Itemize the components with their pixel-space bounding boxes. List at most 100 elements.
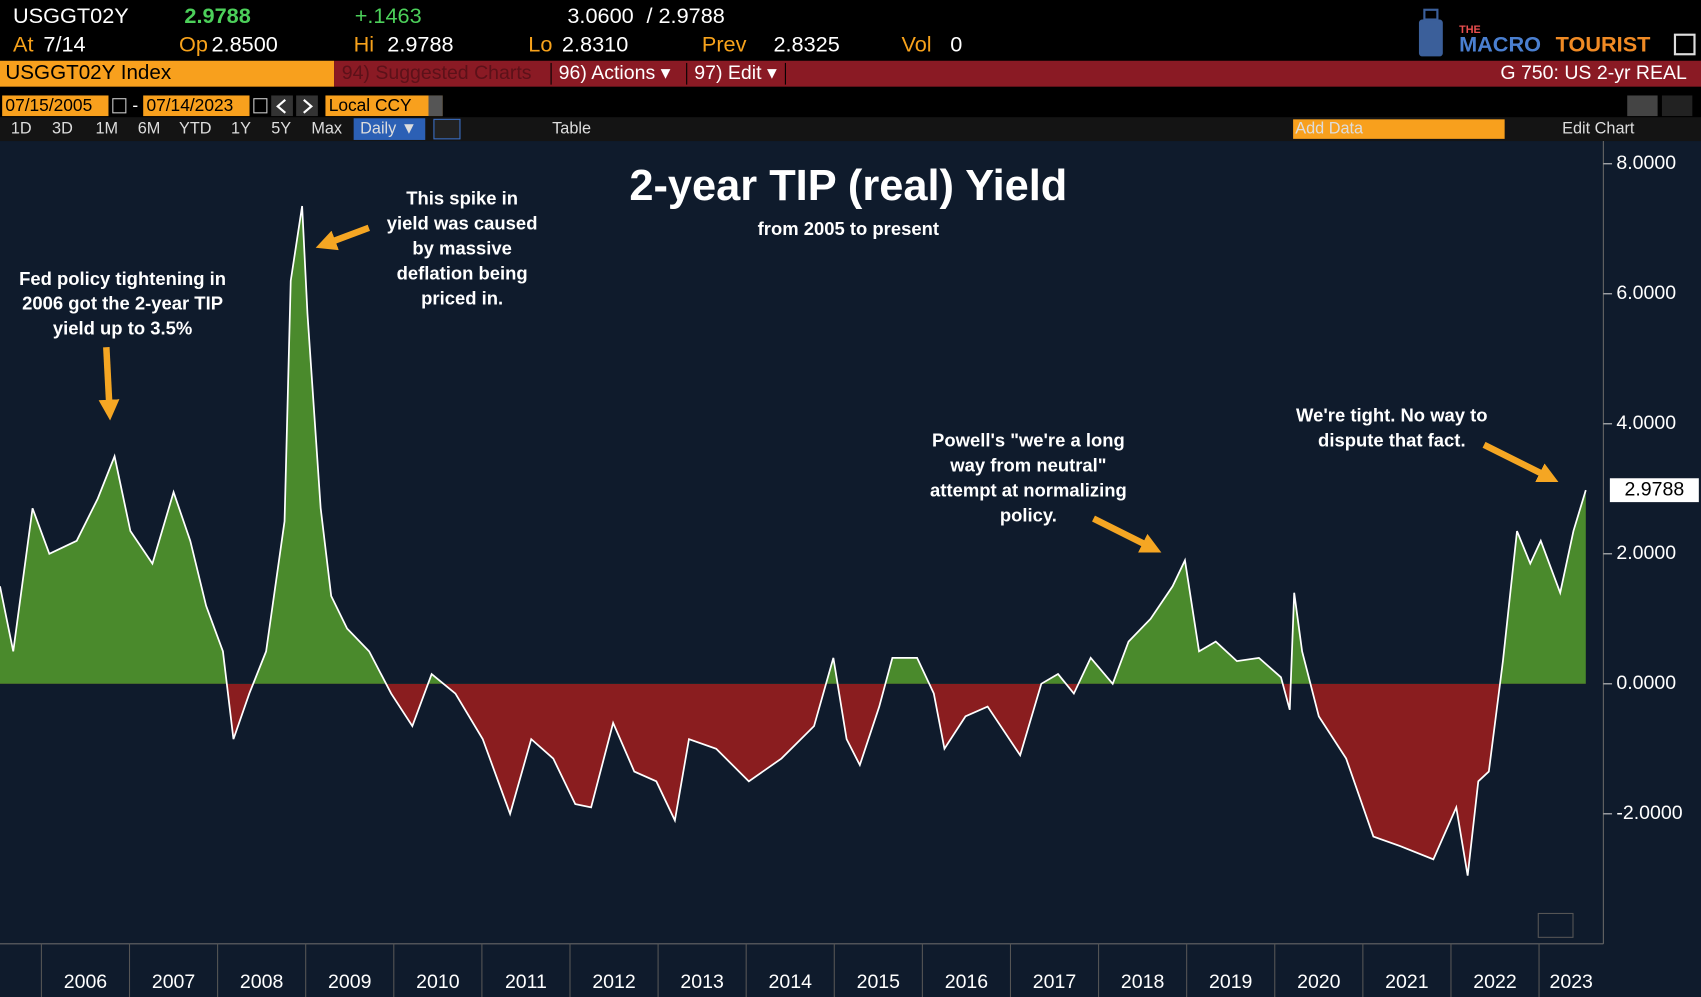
last-price: 2.9788 — [184, 3, 250, 28]
annotation: deflation being — [397, 262, 528, 283]
edit-menu[interactable]: 97) Edit ▾ — [694, 62, 777, 84]
arrows — [276, 98, 314, 114]
y-tick-label: 4.0000 — [1616, 412, 1676, 434]
chart-type-icon[interactable] — [1537, 912, 1574, 938]
x-tick-label: 2011 — [505, 971, 547, 993]
y-tick-label: 0.0000 — [1616, 672, 1676, 694]
positive-area — [0, 206, 1586, 684]
annotation: yield was caused — [387, 212, 538, 233]
start-date: 07/15/2005 — [5, 95, 92, 115]
logo-the: THE — [1459, 24, 1481, 36]
frequency-box[interactable] — [353, 118, 426, 140]
x-tick-label: 2022 — [1473, 971, 1516, 993]
calendar-icon[interactable] — [112, 98, 127, 114]
x-tick-label: 2017 — [1033, 971, 1076, 993]
annotation: by massive — [412, 237, 511, 258]
actions-menu[interactable]: 96) Actions ▾ — [559, 62, 671, 84]
security: USGGT02Y Index — [5, 61, 171, 84]
arrows — [98, 224, 1559, 553]
logo-tourist: TOURIST — [1556, 31, 1652, 56]
x-tick-label: 2016 — [945, 971, 988, 993]
annotation: We're tight. No way to — [1296, 404, 1488, 425]
quote-header — [0, 0, 1701, 61]
y-tick-label: -2.0000 — [1616, 802, 1682, 824]
x-tick-label: 2008 — [240, 971, 283, 993]
annotation: Fed policy tightening in — [19, 268, 226, 289]
y-tick-label: 6.0000 — [1616, 282, 1676, 304]
add-data-box[interactable] — [1293, 119, 1505, 139]
period-button[interactable]: 3D — [52, 119, 73, 137]
annotation: policy. — [1000, 504, 1057, 525]
x-tick-label: 2019 — [1209, 971, 1252, 993]
currency-dropdown[interactable] — [428, 95, 443, 117]
plot: 2006 2007 2008 2009 2010 2011 2012 2013 2014 2015… — [0, 141, 1699, 997]
logo-macro: MACRO — [1459, 31, 1541, 56]
undo[interactable] — [1627, 95, 1658, 117]
x-tick-label: 2018 — [1121, 971, 1164, 993]
chart-title: 2-year TIP (real) Yield — [629, 162, 1067, 210]
prev: 2.8325 — [773, 31, 839, 56]
redo[interactable] — [1661, 95, 1693, 117]
high: 2.9788 — [387, 31, 453, 56]
suggested-charts[interactable]: 94) Suggested Charts — [342, 62, 532, 84]
x-tick-label: 2021 — [1385, 971, 1428, 993]
y-tick-label: 8.0000 — [1616, 152, 1676, 174]
currency-box[interactable] — [325, 95, 443, 117]
vol-label: Vol — [901, 31, 931, 56]
start-date-box[interactable] — [2, 95, 109, 117]
last-value-box — [1609, 478, 1699, 503]
range-sep: / — [647, 3, 654, 28]
range-high: 3.0600 — [567, 3, 633, 28]
annotation: dispute that fact. — [1318, 429, 1466, 450]
next-button[interactable] — [296, 95, 318, 117]
range-low: 2.9788 — [658, 3, 724, 28]
edit-chart[interactable]: Edit Chart — [1562, 119, 1635, 137]
chart-subtitle: from 2005 to present — [758, 218, 939, 239]
calendar-icon[interactable] — [253, 98, 268, 114]
x-tick-label: 2012 — [592, 971, 635, 993]
period-button[interactable]: 1Y — [231, 119, 251, 137]
x-tick-label: 2023 — [1550, 971, 1593, 993]
x-tick-label: 2006 — [64, 971, 107, 993]
end-date: 07/14/2023 — [146, 95, 233, 115]
date-dash: - — [132, 95, 138, 115]
period-button[interactable]: 5Y — [271, 119, 291, 137]
at-date: 7/14 — [43, 31, 85, 56]
low: 2.8310 — [562, 31, 628, 56]
logo: THE MACRO TOURIST — [1418, 8, 1696, 57]
y-tick-label: 2.0000 — [1616, 542, 1676, 564]
chart-area — [0, 141, 1701, 997]
function-name: G 750: US 2-yr REAL — [1500, 62, 1687, 84]
x-tick-label: 2020 — [1297, 971, 1341, 993]
line — [0, 205, 1587, 876]
x-tick-label: 2014 — [769, 971, 813, 993]
period-button[interactable]: Max — [311, 119, 342, 137]
add-data: Add Data — [1295, 119, 1364, 137]
last-value: 2.9788 — [1625, 478, 1685, 500]
period-button[interactable]: 1D — [11, 119, 32, 137]
line-chart-icon[interactable] — [433, 118, 461, 140]
open-label: Op — [179, 31, 208, 56]
vol: 0 — [950, 31, 962, 56]
annotation: yield up to 3.5% — [53, 318, 192, 339]
frequency: Daily ▼ — [360, 119, 417, 137]
table-button[interactable]: Table — [552, 119, 591, 137]
security-box[interactable] — [0, 60, 335, 87]
menu-bar — [334, 60, 1701, 87]
low-label: Lo — [528, 31, 552, 56]
period-button[interactable]: YTD — [179, 119, 212, 137]
prev-button[interactable] — [271, 95, 293, 117]
x-tick-label: 2010 — [416, 971, 460, 993]
period-button[interactable]: 1M — [95, 119, 118, 137]
period-buttons: 1D 3D 1M 6M YTD 1Y 5Y Max — [11, 119, 342, 137]
annotation: Powell's "we're a long — [932, 429, 1125, 450]
annotation: attempt at normalizing — [930, 479, 1127, 500]
annotation: This spike in — [406, 187, 518, 208]
period-button[interactable]: 6M — [138, 119, 161, 137]
annotation: way from neutral" — [949, 454, 1106, 475]
end-date-box[interactable] — [143, 95, 250, 117]
annotation: 2006 got the 2-year TIP — [22, 293, 223, 314]
ticker: USGGT02Y — [13, 3, 129, 28]
